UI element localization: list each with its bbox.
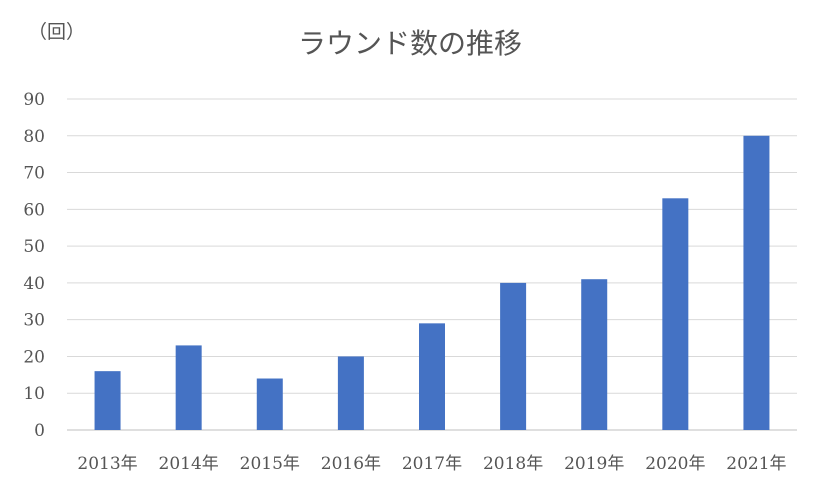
y-tick-label: 70 bbox=[23, 164, 45, 184]
x-tick-label: 2015年 bbox=[240, 454, 300, 474]
x-tick-label: 2019年 bbox=[564, 454, 624, 474]
y-axis-ticks: 0 10 20 30 40 50 60 70 80 90 bbox=[23, 90, 45, 441]
y-tick-label: 20 bbox=[23, 347, 45, 367]
y-tick-label: 50 bbox=[23, 237, 45, 257]
x-axis-ticks: 2013年 2014年 2015年 2016年 2017年 2018年 2019年 2020年… bbox=[77, 454, 786, 474]
chart-title: ラウンド数の推移 bbox=[298, 27, 522, 60]
x-tick-label: 2018年 bbox=[483, 454, 543, 474]
x-tick-label: 2013年 bbox=[77, 454, 137, 474]
bar bbox=[337, 356, 364, 430]
x-tick-label: 2021年 bbox=[726, 454, 786, 474]
y-tick-label: 60 bbox=[23, 200, 45, 220]
bar bbox=[256, 378, 283, 430]
y-tick-label: 30 bbox=[23, 311, 45, 331]
x-tick-label: 2017年 bbox=[402, 454, 462, 474]
x-tick-label: 2020年 bbox=[645, 454, 705, 474]
bar bbox=[419, 323, 445, 430]
x-tick-label: 2016年 bbox=[321, 454, 381, 474]
y-tick-label: 10 bbox=[23, 384, 45, 404]
x-tick-label: 2014年 bbox=[159, 454, 219, 474]
y-axis-unit-label: （回） bbox=[28, 21, 85, 43]
bar bbox=[743, 135, 770, 430]
bar bbox=[662, 198, 689, 430]
y-tick-label: 40 bbox=[23, 274, 45, 294]
y-tick-label: 80 bbox=[23, 127, 45, 147]
bar bbox=[500, 282, 527, 430]
y-tick-label: 0 bbox=[34, 421, 45, 441]
bar bbox=[175, 345, 202, 430]
bar-series bbox=[94, 135, 770, 430]
y-tick-label: 90 bbox=[23, 90, 45, 110]
bar bbox=[581, 279, 608, 430]
bar bbox=[94, 371, 121, 430]
